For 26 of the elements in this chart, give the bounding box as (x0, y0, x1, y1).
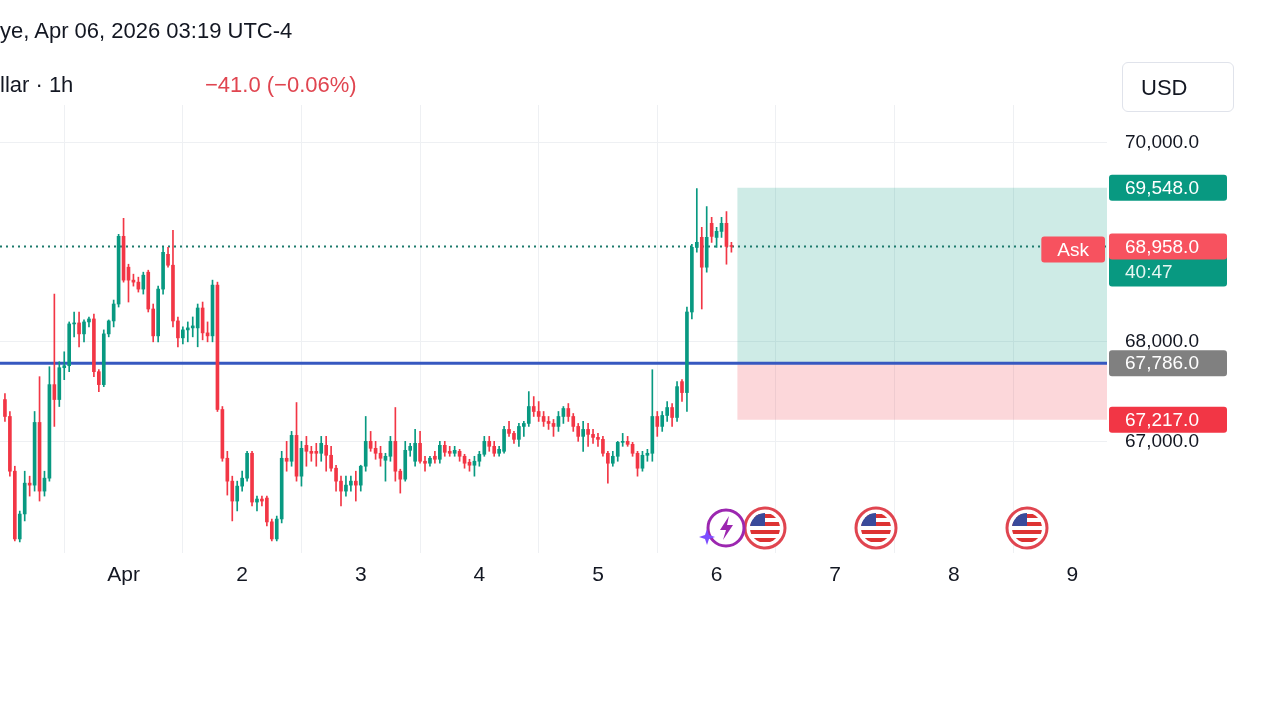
text: ye, Apr 06, 2026 03:19 UTC-4 (0, 18, 293, 44)
candlestick (255, 495, 259, 512)
text: 40:47 (1125, 260, 1173, 282)
x-tick-label: 3 (354, 562, 367, 586)
x-tick-label: 9 (1066, 562, 1079, 586)
band-label: 67,217.0 (1125, 408, 1199, 430)
x-tick-label: Apr (107, 562, 140, 586)
text: USD (1122, 62, 1234, 112)
x-tick-label: 5 (592, 562, 604, 586)
ref-line-label: 67,786.0 (1125, 352, 1199, 374)
x-tick-label: 7 (829, 562, 842, 586)
y-tick-label: 68,000.0 (1125, 330, 1199, 352)
candlestick (314, 443, 319, 467)
ref-line-label: 68,958.0 (1125, 235, 1199, 257)
x-tick-label: 2 (236, 562, 248, 586)
y-tick-label: 67,000.0 (1125, 429, 1199, 451)
y-tick-label: 70,000.0 (1125, 131, 1199, 153)
x-tick-label: 8 (947, 562, 960, 586)
annotation: Ask (1057, 238, 1090, 260)
x-tick-label: 6 (710, 562, 723, 586)
candlestick (353, 470, 358, 502)
band-label: 69,548.0 (1125, 177, 1199, 199)
chart-subtitle: −41.0 (−0.06%) (205, 72, 357, 98)
chart-title: llar · 1h (0, 72, 74, 98)
candlestick (581, 421, 585, 452)
x-tick-label: 4 (473, 562, 486, 586)
